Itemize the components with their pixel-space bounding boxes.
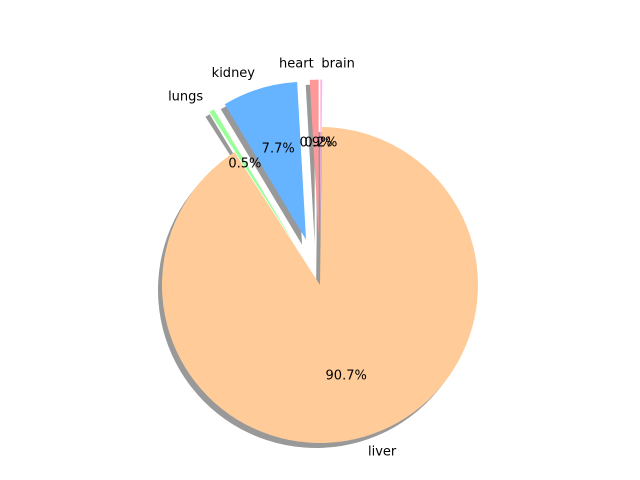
slice-value-label-lungs: 0.5% xyxy=(228,157,261,172)
pie-labels: heart 0.9% kidney 7.7% lungs 0.5% liver 90.7% br… xyxy=(168,56,397,459)
slice-lungs xyxy=(209,109,295,245)
slice-label-brain: brain xyxy=(321,56,354,71)
slice-brain xyxy=(320,79,323,238)
slice-liver xyxy=(161,127,478,443)
slice-value-label-kidney: 7.7% xyxy=(262,142,295,157)
slice-label-kidney: kidney xyxy=(212,66,256,81)
slice-label-liver: liver xyxy=(368,445,397,460)
slice-kidney xyxy=(224,81,307,240)
slice-value-label-heart: 0.9% xyxy=(299,135,332,150)
slice-value-label-brain: 0.2% xyxy=(304,135,337,150)
slice-value-label-liver: 90.7% xyxy=(326,369,367,384)
pie-slices xyxy=(161,79,478,443)
slice-label-lungs: lungs xyxy=(168,90,203,105)
slice-heart xyxy=(309,79,319,238)
slice-label-heart: heart xyxy=(279,56,314,71)
